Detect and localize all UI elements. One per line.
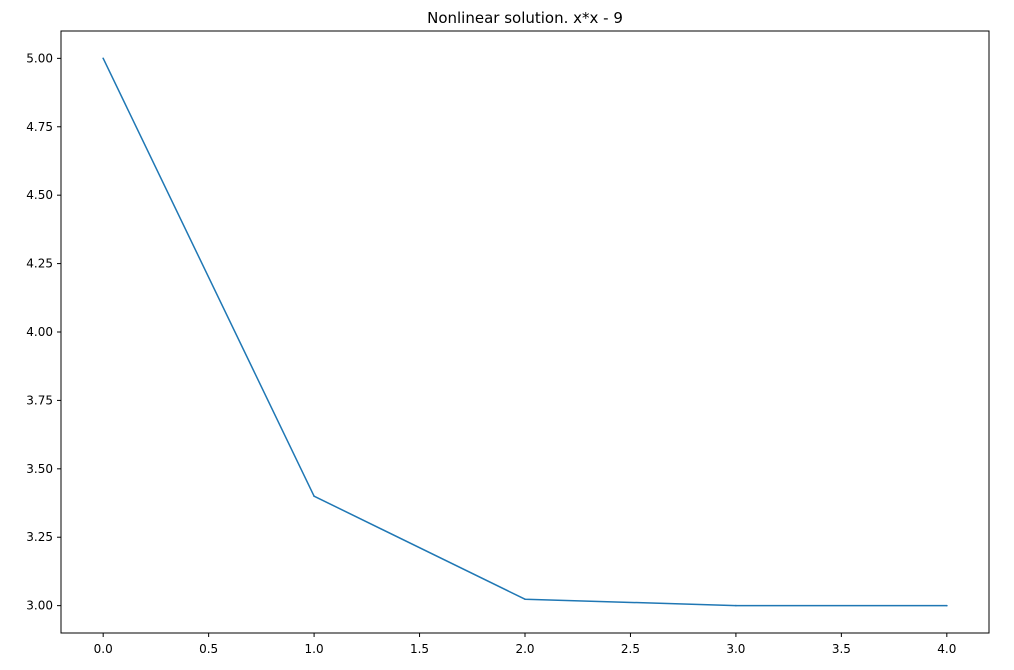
x-axis: 0.0 0.5 1.0 1.5 2.0 2.5 3.0 3.5 4.0 (94, 633, 956, 656)
x-tick-label: 3.5 (832, 642, 851, 656)
y-tick-label: 3.75 (26, 393, 53, 407)
y-axis: 3.00 3.25 3.50 3.75 4.00 4.25 4.50 4.75 5.00 (26, 51, 61, 613)
data-point (524, 598, 526, 601)
x-tick-label: 3.0 (726, 642, 745, 656)
data-point (946, 604, 948, 607)
x-tick-label: 4.0 (937, 642, 956, 656)
x-tick-label: 0.0 (94, 642, 113, 656)
chart-title: Nonlinear solution. x*x - 9 (427, 9, 623, 27)
y-tick-label: 4.25 (26, 257, 53, 271)
x-tick-label: 2.0 (515, 642, 534, 656)
data-point (102, 57, 104, 60)
x-tick-label: 2.5 (621, 642, 640, 656)
data-point (735, 604, 737, 607)
x-tick-label: 1.5 (410, 642, 429, 656)
y-tick-label: 3.25 (26, 530, 53, 544)
y-tick-label: 3.00 (26, 599, 53, 613)
data-point (313, 495, 315, 497)
y-tick-label: 4.75 (26, 120, 53, 134)
plot-area-frame (60, 30, 990, 634)
series-line (102, 57, 948, 607)
series-layer (102, 57, 948, 607)
y-tick-label: 5.00 (26, 51, 53, 65)
y-tick-label: 4.50 (26, 188, 53, 202)
y-tick-label: 4.00 (26, 325, 53, 339)
x-tick-label: 0.5 (199, 642, 218, 656)
y-tick-label: 3.50 (26, 462, 53, 476)
x-tick-label: 1.0 (305, 642, 324, 656)
